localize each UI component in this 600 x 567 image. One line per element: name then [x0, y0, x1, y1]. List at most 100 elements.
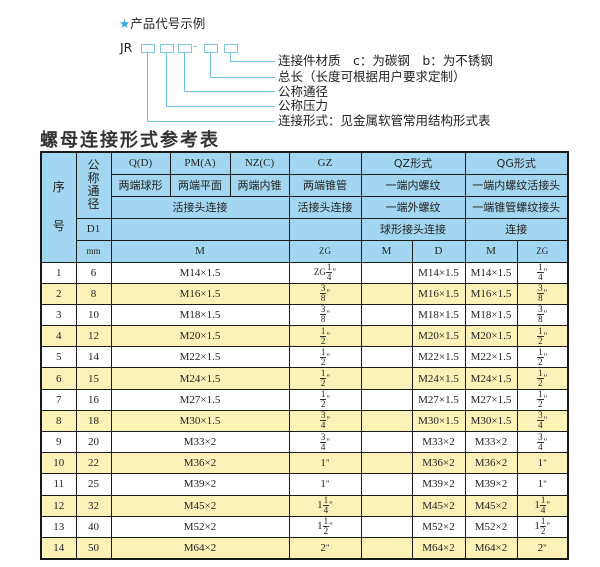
cell-qz-d: M45×2	[411, 494, 466, 517]
numerator: 1	[537, 368, 544, 380]
zg-whole: 1	[317, 520, 323, 533]
inch-mark: "	[543, 394, 548, 405]
label-length: 总长（长度可根据用户要求定制）	[278, 69, 466, 84]
cell-qz-d: M64×2	[411, 536, 466, 560]
inch-mark: "	[326, 330, 331, 341]
label-diameter: 公称通径	[278, 84, 329, 99]
sub-qg-m: M	[464, 239, 518, 263]
cell-no: 1	[40, 261, 77, 284]
numerator: 3	[319, 304, 327, 316]
zg-whole: 1	[320, 457, 326, 470]
seq-top: 序	[52, 180, 65, 195]
sub-qz-d: D	[411, 239, 466, 263]
code-box-material	[224, 44, 238, 53]
cell-d1: 32	[75, 494, 112, 517]
cell-no: 9	[40, 430, 77, 454]
inch-mark: "	[326, 309, 331, 320]
cell-qz-d: M14×1.5	[411, 261, 466, 284]
cell-qz-m	[360, 409, 413, 433]
cell-d1: 12	[75, 325, 112, 348]
cell-zg: 1 2 "	[288, 388, 362, 411]
cell-qz-m	[360, 346, 413, 369]
numerator: 1	[319, 389, 327, 401]
denominator: 4	[320, 441, 326, 452]
numerator: 1	[322, 516, 330, 528]
zg-whole: 1	[537, 457, 544, 470]
cell-qz-d: M52×2	[411, 515, 466, 538]
cell-qg-zg: 1 2 "	[516, 367, 569, 390]
table-row: 2 8 M16×1.5 3 8 " M16×1.5 M16×1.5 3 8 "	[40, 282, 569, 305]
seq-header: 序号	[40, 151, 77, 263]
cell-zg: 3 8 "	[288, 303, 362, 327]
desc-nz: 两端内锥	[229, 173, 290, 197]
table-row: 12 32 M45×2 1 1 4 " M45×2 M45×2 1 1 4 "	[40, 494, 569, 517]
cell-m: M16×1.5	[110, 282, 290, 305]
table-row: 5 14 M22×1.5 1 2 " M22×1.5 M22×1.5 1 2 "	[40, 346, 569, 369]
code-example-heading: ★产品代号示例	[119, 17, 205, 31]
numerator: 3	[319, 431, 327, 443]
denominator: 8	[320, 314, 326, 325]
conn2-qz: 球形接头连接	[360, 217, 466, 241]
col-qg: QG形式	[464, 151, 569, 175]
leader-line	[166, 53, 167, 107]
cell-m: M39×2	[110, 473, 290, 496]
inch-mark: "	[326, 415, 331, 426]
cell-d1: 40	[75, 515, 112, 538]
zg-whole: 2	[320, 541, 326, 554]
denominator: 4	[538, 420, 543, 431]
cell-qz-m	[360, 303, 413, 327]
inch-mark: "	[543, 458, 547, 469]
inch-mark: "	[325, 479, 330, 490]
leader-line	[147, 53, 148, 121]
table-row: 6 15 M24×1.5 1 2 " M24×1.5 M24×1.5 1 2 "	[40, 367, 569, 390]
table-row: 11 25 M39×2 1" M39×2 M39×2 1"	[40, 473, 569, 496]
denominator: 8	[320, 293, 326, 304]
cell-qz-m	[360, 388, 413, 411]
leader-line	[184, 53, 185, 92]
star-icon: ★	[119, 16, 131, 31]
cell-d1: 50	[75, 536, 112, 560]
cell-zg: 1 1 4 "	[288, 494, 362, 517]
leader-line	[230, 61, 275, 62]
inch-mark: "	[546, 500, 551, 511]
cell-qg-zg: 1"	[516, 473, 569, 496]
inch-mark: "	[325, 542, 330, 553]
cell-qg-m: M39×2	[464, 473, 518, 496]
inch-mark: "	[329, 500, 333, 511]
table-row: 9 20 M33×2 3 4 " M33×2 M33×2 3 4 "	[40, 430, 569, 454]
table-row: 10 22 M36×2 1" M36×2 M36×2 1"	[40, 452, 569, 475]
cell-qz-m	[360, 430, 413, 454]
inch-mark: "	[326, 373, 331, 384]
leader-line	[184, 91, 275, 92]
numerator: 1	[537, 262, 544, 274]
cell-qz-m	[360, 494, 413, 517]
denominator: 8	[538, 314, 543, 325]
cell-no: 3	[40, 303, 77, 327]
leader-line	[210, 77, 275, 78]
cell-d1: 20	[75, 430, 112, 454]
cell-qz-m	[360, 536, 413, 560]
cell-m: M33×2	[110, 430, 290, 454]
code-box-pressure	[160, 44, 174, 53]
table-row: 1 6 M14×1.5 ZG 1 4 " M14×1.5 M14×1.5 1 4 "	[40, 261, 569, 284]
cell-qg-zg: 1 2 "	[516, 346, 569, 369]
col-qd: Q(D)	[110, 151, 171, 175]
cell-qg-zg: 1 1 2 "	[516, 515, 569, 538]
leader-line	[147, 121, 275, 122]
cell-no: 14	[40, 536, 77, 560]
cell-qz-d: M24×1.5	[411, 367, 466, 390]
denominator: 4	[326, 272, 332, 283]
table-row: 4 12 M20×1.5 1 2 " M20×1.5 M20×1.5 1 2 "	[40, 325, 569, 348]
cell-zg: 1 1 2 "	[288, 515, 362, 538]
cell-qz-d: M33×2	[411, 430, 466, 454]
label-pressure: 公称压力	[278, 98, 329, 113]
cell-d1: 18	[75, 409, 112, 433]
numerator: 3	[537, 431, 544, 443]
